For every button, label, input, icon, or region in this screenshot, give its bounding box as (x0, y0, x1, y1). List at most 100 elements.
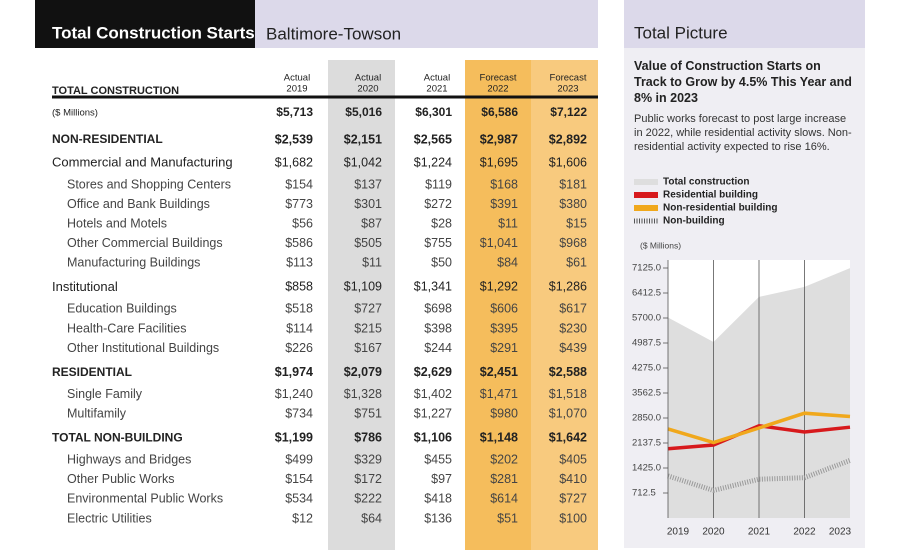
item-value: $534 (285, 492, 313, 506)
item-value: $617 (559, 302, 587, 316)
item-value: $1,041 (480, 236, 518, 250)
item-value: $167 (354, 341, 382, 355)
item-value: $28 (431, 216, 452, 230)
column-status: Actual (355, 73, 381, 84)
series-line (667, 423, 851, 451)
item-label: Electric Utilities (67, 511, 152, 525)
total-value: $5,016 (345, 105, 382, 119)
header-band (255, 0, 598, 48)
section-label: RESIDENTIAL (52, 365, 132, 379)
item-value: $51 (497, 511, 518, 525)
item-label: Other Public Works (67, 472, 174, 486)
item-value: $398 (424, 321, 452, 335)
item-value: $172 (354, 472, 382, 486)
group-value: $1,606 (549, 155, 587, 169)
item-label: Environmental Public Works (67, 492, 223, 506)
item-label: Health-Care Facilities (67, 321, 186, 335)
item-value: $50 (431, 256, 452, 270)
y-tick-label: 2850.0 (632, 413, 661, 424)
x-tick-label: 2023 (829, 527, 852, 538)
item-value: $84 (497, 256, 518, 270)
item-value: $168 (490, 177, 518, 191)
item-value: $455 (424, 452, 452, 466)
item-value: $15 (566, 216, 587, 230)
section-value: $1,148 (480, 430, 518, 444)
section-value: $2,151 (344, 132, 382, 146)
item-value: $380 (559, 197, 587, 211)
item-value: $418 (424, 492, 452, 506)
column-year: 2020 (357, 84, 378, 95)
item-value: $329 (354, 452, 382, 466)
item-value: $1,328 (344, 387, 382, 401)
total-value: $6,301 (415, 105, 452, 119)
group-value: $1,224 (414, 155, 452, 169)
item-value: $114 (286, 321, 313, 335)
item-value: $301 (354, 197, 382, 211)
y-axis-label: ($ Millions) (640, 240, 681, 250)
item-value: $181 (559, 177, 587, 191)
item-value: $281 (490, 472, 518, 486)
y-tick-label: 2137.5 (632, 438, 661, 449)
item-value: $64 (361, 511, 382, 525)
group-label: Commercial and Manufacturing (52, 154, 233, 169)
item-value: $727 (354, 302, 382, 316)
section-value: $2,987 (480, 132, 518, 146)
item-value: $202 (490, 452, 518, 466)
legend-swatch (634, 205, 658, 211)
y-tick-label: 712.5 (632, 488, 656, 499)
group-value: $1,042 (344, 155, 382, 169)
y-tick-label: 4275.0 (632, 363, 661, 374)
y-tick-label: 4987.5 (632, 338, 661, 349)
item-value: $215 (354, 321, 382, 335)
group-value: $1,109 (344, 280, 382, 294)
item-value: $518 (285, 302, 313, 316)
item-label: Highways and Bridges (67, 452, 191, 466)
item-value: $226 (285, 341, 313, 355)
item-value: $136 (424, 511, 452, 525)
legend-label: Non-residential building (663, 203, 777, 214)
item-value: $968 (559, 236, 587, 250)
legend-label: Residential building (663, 190, 758, 201)
x-tick-label: 2019 (667, 527, 690, 538)
section-value: $2,565 (414, 132, 452, 146)
column-status: Actual (284, 73, 310, 84)
item-value: $698 (424, 302, 452, 316)
item-value: $61 (566, 256, 587, 270)
item-value: $100 (559, 511, 587, 525)
legend-label: Non-building (663, 216, 725, 227)
item-value: $244 (424, 341, 452, 355)
item-value: $734 (285, 406, 313, 420)
item-value: $980 (490, 406, 518, 420)
item-label: Multifamily (67, 406, 127, 420)
item-value: $56 (292, 216, 313, 230)
item-value: $410 (559, 472, 587, 486)
column-status: Actual (424, 73, 450, 84)
section-value: $1,642 (549, 430, 587, 444)
item-value: $1,227 (414, 406, 452, 420)
column-shade (531, 60, 598, 550)
item-value: $395 (490, 321, 518, 335)
chart: Total construction Residential building No… (632, 177, 852, 538)
column-status: Forecast (480, 73, 517, 84)
y-tick-label: 6412.5 (632, 288, 661, 299)
item-value: $97 (431, 472, 452, 486)
item-value: $751 (354, 406, 382, 420)
y-tick-label: 7125.0 (632, 263, 661, 274)
section-value: $786 (354, 430, 382, 444)
section-value: $2,079 (344, 365, 382, 379)
group-value: $1,695 (480, 155, 518, 169)
legend-swatch (634, 192, 658, 198)
total-value: $6,586 (481, 105, 518, 119)
column-shade (465, 60, 531, 550)
item-value: $12 (292, 511, 313, 525)
section-label: TOTAL NON-BUILDING (52, 430, 183, 444)
y-tick-label: 3562.5 (632, 388, 661, 399)
sidebar-heading: Value of Construction Starts on Track to… (634, 59, 852, 105)
item-value: $1,070 (549, 406, 587, 420)
item-value: $154 (285, 177, 313, 191)
legend-label: Total construction (663, 177, 749, 188)
sidebar-title: Total Picture (634, 23, 728, 42)
item-value: $405 (559, 452, 587, 466)
section-value: $1,106 (414, 430, 452, 444)
